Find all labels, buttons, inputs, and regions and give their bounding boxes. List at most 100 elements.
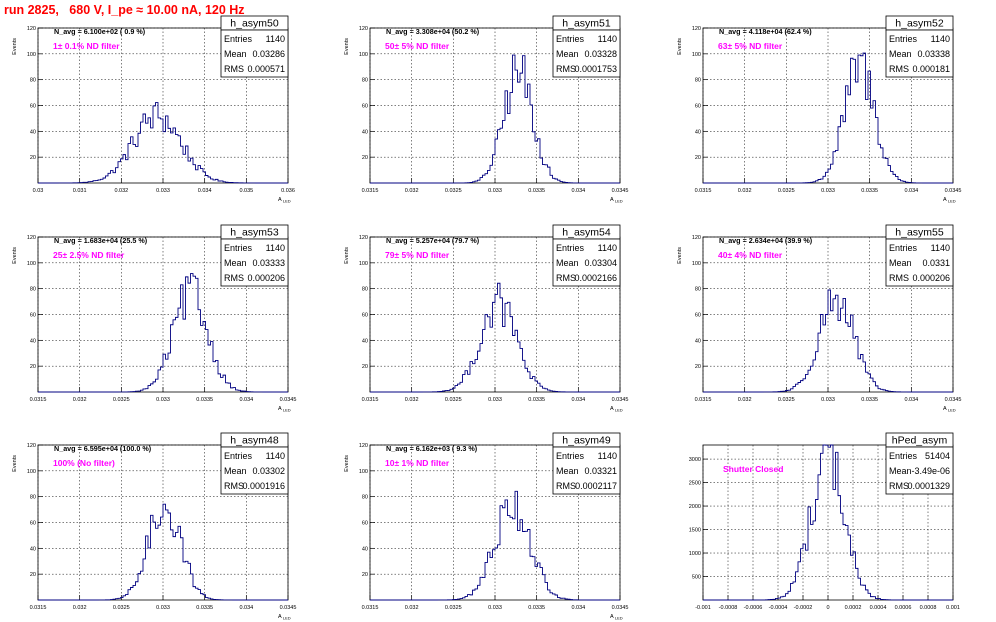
filter-annotation: 25± 2.5% ND filter	[53, 250, 125, 260]
stats-title: hPed_asym	[892, 435, 948, 447]
x-tick-label: 0.0002	[845, 605, 862, 611]
x-tick-label: 0.032	[738, 397, 752, 403]
stats-label: RMS	[224, 481, 244, 491]
x-tick-label: 0.0315	[695, 188, 712, 194]
x-tick-label: 0.0325	[445, 605, 462, 611]
stats-value: 0.000181	[912, 64, 950, 74]
y-tick-label: 60	[30, 313, 36, 319]
y-tick-label: 40	[362, 338, 368, 344]
stats-body-frame	[885, 238, 954, 287]
filter-annotation: 100% (No filter)	[53, 458, 115, 468]
stats-label: Mean	[889, 466, 912, 476]
y-tick-label: 1500	[689, 528, 701, 534]
x-tick-label: 0.0345	[945, 397, 962, 403]
filter-annotation: 79± 5% ND filter	[385, 250, 450, 260]
stats-label: Mean	[556, 49, 579, 59]
stats-title: h_asym53	[230, 227, 279, 239]
filter-annotation: 10± 1% ND filter	[385, 458, 450, 468]
navg-annotation: N_avg = 3.308e+04 (50.2 %)	[386, 27, 480, 36]
x-tick-label: 0.0315	[362, 605, 379, 611]
x-axis-title-subscript: LED	[615, 616, 623, 621]
x-axis-title: A LED	[610, 406, 623, 413]
x-axis-title-subscript: LED	[615, 408, 623, 413]
x-tick-label: -0.0004	[769, 605, 788, 611]
stats-value: 1140	[931, 243, 950, 253]
x-tick-label: 0.032	[738, 188, 752, 194]
x-axis-title: A LED	[943, 197, 956, 204]
page-title: run 2825, 680 V, I_pe ≈ 10.00 nA, 120 Hz	[4, 3, 245, 17]
y-tick-label: 120	[359, 26, 368, 32]
stats-label: Mean	[224, 258, 247, 268]
stats-label: Mean	[556, 466, 579, 476]
histogram-pad-hPed_asym: -0.001 -0.0008 -0.0006 -0.0004 -0.0002 0 0.000…	[689, 432, 960, 611]
stats-value: 0.03333	[252, 258, 285, 268]
x-axis-title-subscript: LED	[948, 199, 956, 204]
stats-value: 0.03338	[917, 49, 950, 59]
stats-label: Entries	[556, 34, 585, 44]
filter-annotation: 50± 5% ND filter	[385, 41, 450, 51]
x-tick-label: 0.034	[198, 188, 212, 194]
x-tick-label: -0.0002	[794, 605, 813, 611]
filter-annotation: Shutter Closed	[723, 464, 783, 474]
stats-value: 0.0001753	[574, 64, 617, 74]
x-tick-label: 0.034	[239, 605, 253, 611]
x-tick-label: 0.033	[488, 188, 502, 194]
y-tick-label: 100	[692, 261, 701, 267]
x-tick-label: 0.034	[239, 397, 253, 403]
stats-title: h_asym50	[230, 18, 279, 30]
x-tick-label: 0.0335	[528, 605, 545, 611]
histogram-pad-h_asym55: 0.0315 0.032 0.0325 0.033 0.0335 0.034 0.0345 2…	[677, 224, 962, 413]
stats-title: h_asym54	[562, 227, 611, 239]
stats-body-frame	[885, 446, 954, 495]
plot-frame	[37, 236, 289, 393]
y-tick-label: 100	[359, 52, 368, 58]
plot-frame	[702, 236, 954, 393]
y-tick-label: 100	[27, 469, 36, 475]
y-tick-label: 1000	[689, 551, 701, 557]
x-axis-title-subscript: LED	[283, 616, 291, 621]
y-axis-title: Events	[344, 455, 350, 472]
stats-label: Entries	[556, 451, 585, 461]
x-tick-label: 0.0315	[695, 397, 712, 403]
stats-label: Entries	[889, 243, 918, 253]
y-tick-label: 20	[362, 364, 368, 370]
y-tick-label: 80	[30, 78, 36, 84]
y-tick-label: 120	[359, 235, 368, 241]
histogram-pad-h_asym48: 0.0315 0.032 0.0325 0.033 0.0335 0.034 0.0345 2…	[12, 432, 296, 621]
stats-body-frame	[220, 238, 289, 287]
y-tick-label: 100	[359, 261, 368, 267]
navg-annotation: N_avg = 6.100e+02 ( 0.9 %)	[54, 27, 146, 36]
stats-value: 1140	[266, 451, 285, 461]
y-tick-label: 100	[27, 261, 36, 267]
stats-body-frame	[220, 29, 289, 78]
y-tick-label: 20	[362, 572, 368, 578]
stats-value: 1140	[266, 34, 285, 44]
x-tick-label: 0.0325	[113, 397, 130, 403]
x-tick-label: 0.0006	[895, 605, 912, 611]
y-tick-label: 40	[30, 338, 36, 344]
plot-frame	[369, 444, 621, 601]
x-axis-title: A LED	[278, 197, 291, 204]
stats-title: h_asym52	[895, 18, 944, 30]
stats-value: 0.0331	[922, 258, 950, 268]
y-tick-label: 60	[695, 104, 701, 110]
histogram-series-h_asym52	[703, 52, 953, 184]
y-tick-label: 40	[695, 338, 701, 344]
y-axis-title: Events	[344, 38, 350, 55]
y-tick-label: 80	[30, 287, 36, 293]
y-tick-label: 20	[695, 155, 701, 161]
stats-box: h_asym55 Entries 1140 Mean 0.0331 RMS 0.000206	[885, 224, 954, 287]
x-tick-label: 0.0345	[612, 188, 629, 194]
y-axis-title: Events	[344, 247, 350, 264]
filter-annotation: 40± 4% ND filter	[718, 250, 783, 260]
y-axis-title: Events	[12, 455, 18, 472]
stats-value: 0.03304	[584, 258, 617, 268]
stats-value: 1140	[266, 243, 285, 253]
x-tick-label: 0.0335	[528, 188, 545, 194]
x-tick-label: 0.031	[73, 188, 87, 194]
y-tick-label: 2500	[689, 481, 701, 487]
stats-value: 0.0002117	[575, 481, 617, 491]
stats-label: RMS	[889, 481, 909, 491]
y-tick-label: 100	[692, 52, 701, 58]
histogram-pad-h_asym53: 0.0315 0.032 0.0325 0.033 0.0335 0.034 0.0345 2…	[12, 224, 296, 413]
